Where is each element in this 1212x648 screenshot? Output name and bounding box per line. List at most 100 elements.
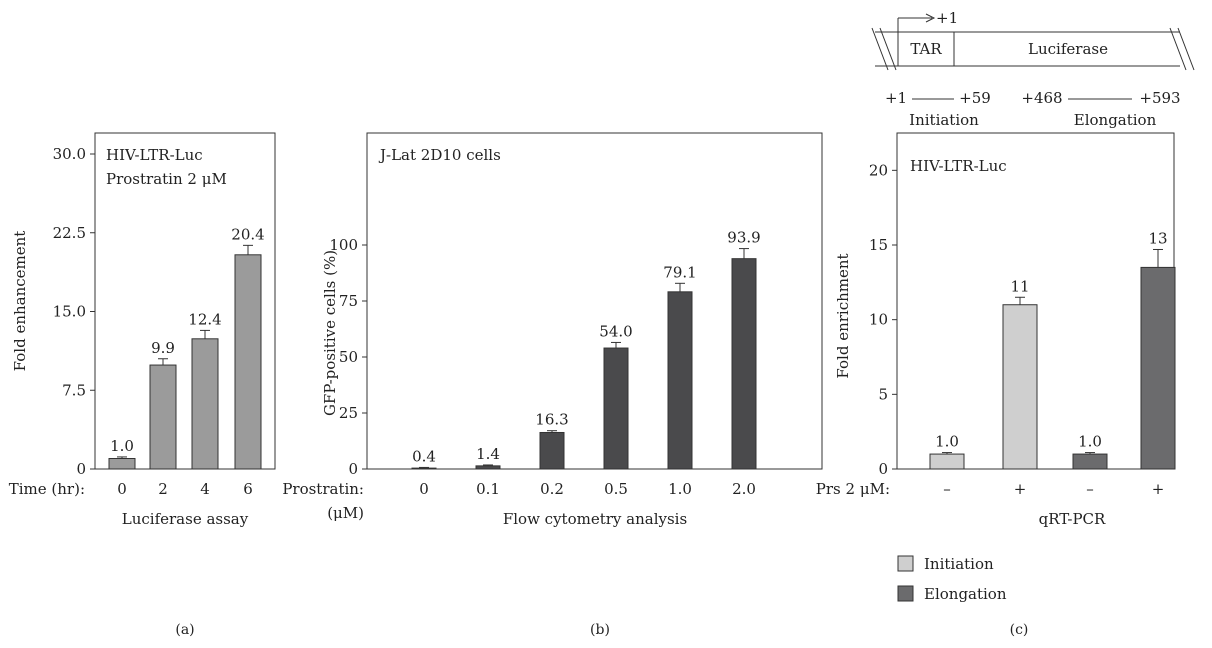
data-label: 16.3: [535, 411, 568, 429]
ytick-label: 22.5: [53, 224, 86, 242]
gene-break-right-2: [1178, 28, 1194, 70]
panel-b-letter: (b): [590, 622, 610, 638]
bar: [930, 454, 964, 469]
bar: [1141, 267, 1175, 469]
bar: [476, 466, 500, 469]
tss-label: +1: [936, 9, 958, 27]
data-label: 13: [1148, 229, 1167, 247]
data-label: 54.0: [599, 322, 632, 340]
ytick-label: 10: [869, 311, 888, 329]
init-end-label: +59: [959, 89, 991, 107]
legend-label-initiation: Initiation: [924, 555, 994, 573]
xtick-label: 1.0: [668, 480, 692, 498]
panel-a-inset-line-2: Prostratin 2 μM: [106, 170, 227, 188]
elong-end-label: +593: [1139, 89, 1180, 107]
panel-c-ylabel: Fold enrichment: [834, 253, 852, 378]
data-label: 20.4: [231, 225, 264, 243]
panel-c-marks: 0 5 10 15 20 1.0 11 1.0 13 – + – +: [869, 161, 1175, 498]
gene-break-left-2: [880, 28, 896, 70]
legend: Initiation Elongation: [898, 555, 1007, 603]
xtick-label: 2.0: [732, 480, 756, 498]
bar: [1003, 305, 1037, 469]
data-label: 79.1: [663, 263, 696, 281]
ytick-label: 0: [348, 460, 358, 478]
panel-a: HIV-LTR-Luc Prostratin 2 μM Fold enhance…: [9, 133, 275, 638]
xtick-label: 0: [419, 480, 429, 498]
panel-b-xlabel: Flow cytometry analysis: [503, 510, 687, 528]
legend-label-elongation: Elongation: [924, 585, 1007, 603]
bar: [668, 292, 692, 469]
data-label: 1.0: [1078, 433, 1102, 451]
panel-b-xprefix: Prostratin:: [282, 480, 364, 498]
panel-c: HIV-LTR-Luc Fold enrichment Prs 2 μM: qR…: [816, 133, 1175, 638]
panel-a-inset-line-1: HIV-LTR-Luc: [106, 146, 203, 164]
data-label: 9.9: [151, 339, 175, 357]
xtick-label: –: [943, 480, 951, 498]
xtick-label: 0.1: [476, 480, 500, 498]
data-label: 1.0: [110, 437, 134, 455]
elong-start-label: +468: [1021, 89, 1062, 107]
gene-break-left-1: [872, 28, 888, 70]
bar: [604, 348, 628, 469]
init-start-label: +1: [885, 89, 907, 107]
bar: [1073, 454, 1107, 469]
xtick-label: +: [1014, 480, 1027, 498]
ytick-label: 7.5: [62, 381, 86, 399]
legend-swatch-elongation: [898, 586, 913, 601]
bar: [109, 459, 135, 470]
data-label: 12.4: [188, 310, 221, 328]
ytick-label: 25: [339, 404, 358, 422]
ytick-label: 5: [878, 385, 888, 403]
xtick-label: 0.2: [540, 480, 564, 498]
xtick-label: 2: [158, 480, 168, 498]
ytick-label: 50: [339, 348, 358, 366]
panel-c-xlabel: qRT-PCR: [1039, 510, 1106, 528]
bar: [192, 339, 218, 469]
bar: [540, 432, 564, 469]
legend-swatch-initiation: [898, 556, 913, 571]
panel-a-xprefix: Time (hr):: [9, 480, 85, 498]
ytick-label: 15: [869, 236, 888, 254]
data-label: 0.4: [412, 447, 436, 465]
data-label: 1.0: [935, 433, 959, 451]
xtick-label: +: [1152, 480, 1165, 498]
panel-a-ylabel: Fold enhancement: [11, 231, 29, 372]
luciferase-label: Luciferase: [1028, 40, 1108, 58]
ytick-label: 0: [878, 460, 888, 478]
panel-c-xprefix: Prs 2 μM:: [816, 480, 890, 498]
panel-c-letter: (c): [1010, 622, 1029, 638]
panel-b-xprefix-unit: (μM): [327, 504, 364, 522]
data-label: 11: [1010, 277, 1029, 295]
data-label: 1.4: [476, 445, 500, 463]
panel-b-inset-line-1: J-Lat 2D10 cells: [378, 146, 501, 164]
ytick-label: 0: [76, 460, 86, 478]
tar-label: TAR: [910, 40, 942, 58]
data-label: 93.9: [727, 229, 760, 247]
init-label: Initiation: [909, 111, 979, 129]
panel-a-letter: (a): [175, 622, 194, 638]
panel-a-xlabel: Luciferase assay: [122, 510, 249, 528]
ytick-label: 100: [329, 236, 358, 254]
bar: [412, 468, 436, 469]
panel-b-ylabel: GFP-positive cells (%): [321, 250, 339, 416]
bar: [235, 255, 261, 469]
xtick-label: –: [1086, 480, 1094, 498]
xtick-label: 0.5: [604, 480, 628, 498]
bar: [732, 259, 756, 469]
panel-c-inset-line-1: HIV-LTR-Luc: [910, 157, 1007, 175]
panel-b-marks: 0 25 50 75 100 0.4 1.4 16.3 54.0 79.1 93.9 0 0.1 0.2 0…: [329, 229, 760, 498]
panel-a-marks: 0 7.5 15.0 22.5 30.0 1.0 9.9 12.4 20.4 0 2 4 6: [53, 145, 265, 498]
xtick-label: 0: [117, 480, 127, 498]
ytick-label: 30.0: [53, 145, 86, 163]
bar: [150, 365, 176, 469]
xtick-label: 6: [243, 480, 253, 498]
elong-label: Elongation: [1074, 111, 1157, 129]
gene-break-right-1: [1170, 28, 1186, 70]
xtick-label: 4: [200, 480, 210, 498]
ytick-label: 15.0: [53, 303, 86, 321]
ytick-label: 75: [339, 292, 358, 310]
ytick-label: 20: [869, 161, 888, 179]
panel-c-schematic: +1 TAR Luciferase +1 +59 +468 +593 Initi…: [872, 9, 1194, 129]
panel-b: J-Lat 2D10 cells GFP-positive cells (%) …: [282, 133, 822, 638]
